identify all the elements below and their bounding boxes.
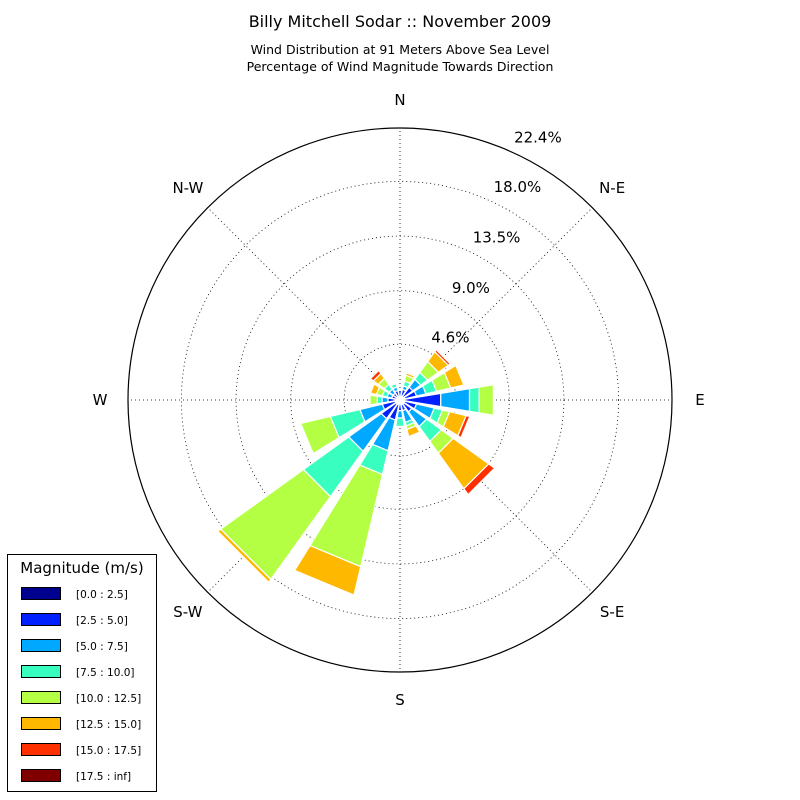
bar-dir-135-bin-6	[463, 463, 496, 496]
bar-dir-270-bin-2	[381, 396, 389, 404]
legend-label-6: [15.0 : 17.5]	[76, 745, 142, 757]
legend-label-1: [2.5 : 5.0]	[76, 615, 128, 627]
grid-spoke-3	[399, 399, 593, 593]
chart-title: Billy Mitchell Sodar :: November 2009	[248, 12, 552, 31]
radial-tick-label-0: 4.6%	[431, 328, 469, 346]
legend-swatch-7	[21, 769, 61, 782]
bar-dir-22.5-bin-5	[405, 371, 416, 380]
bar-dir-270-bin-3	[376, 395, 383, 405]
legend-label-3: [7.5 : 10.0]	[76, 667, 135, 679]
bar-dir-45-bin-6	[433, 348, 452, 367]
polar-frame	[127, 127, 673, 673]
bar-dir-112.5-bin-6	[457, 414, 471, 439]
grid-spoke-1	[399, 207, 593, 401]
bar-dir-202.5-bin-5	[293, 544, 362, 596]
legend-swatch-0	[21, 587, 61, 600]
outer-circle	[127, 127, 673, 673]
magnitude-legend: Magnitude (m/s) [0.0 : 2.5] [2.5 : 5.0] [5…	[7, 554, 157, 792]
legend-swatch-1	[21, 613, 61, 626]
radial-tick-label-4: 22.4%	[514, 129, 562, 147]
bar-dir-67.5-bin-5	[443, 364, 465, 389]
radial-tick-label-3: 18.0%	[494, 178, 542, 196]
chart-subtitle-line-1: Wind Distribution at 91 Meters Above Sea…	[250, 42, 550, 57]
bar-dir-180-bin-3	[395, 417, 405, 427]
chart-subtitle-line-2: Percentage of Wind Magnitude Towards Dir…	[246, 59, 554, 74]
legend-swatch-3	[21, 665, 61, 678]
bar-dir-315-bin-6	[369, 369, 382, 382]
bar-dir-157.5-bin-5	[406, 425, 421, 438]
direction-label-2: E	[695, 391, 704, 409]
direction-label-3: S-E	[600, 603, 624, 621]
bar-dir-90-bin-3	[468, 386, 480, 414]
direction-label-4: S	[395, 691, 405, 709]
radial-tick-label-2: 13.5%	[473, 229, 521, 247]
direction-label-7: N-W	[172, 179, 203, 197]
legend-label-0: [0.0 : 2.5]	[76, 589, 128, 601]
direction-label-5: S-W	[173, 603, 202, 621]
direction-label-0: N	[394, 91, 405, 109]
legend-swatch-5	[21, 717, 61, 730]
legend-label-7: [17.5 : inf]	[76, 771, 132, 783]
legend-label-2: [5.0 : 7.5]	[76, 641, 128, 653]
direction-label-6: W	[93, 391, 108, 409]
legend-swatch-4	[21, 691, 61, 704]
bar-dir-270-bin-4	[369, 394, 378, 406]
legend-swatch-6	[21, 743, 61, 756]
grid-circle-3	[181, 181, 619, 619]
bar-dir-247.5-bin-4	[299, 415, 340, 455]
bar-dir-90-bin-5	[492, 383, 496, 417]
bar-dir-225-bin-5	[216, 528, 272, 584]
bar-dir-180-bin-2	[396, 410, 404, 419]
bar-dir-90-bin-4	[478, 384, 495, 416]
polar-labels: N N-E E S-E S S-W W N-W 4.6% 9.0% 13.5% 18.0% 22.4%	[93, 91, 705, 709]
radial-tick-label-1: 9.0%	[452, 279, 490, 297]
legend-label-4: [10.0 : 12.5]	[76, 693, 142, 705]
legend-swatch-2	[21, 639, 61, 652]
wind-rose-bars	[216, 348, 496, 596]
direction-label-1: N-E	[599, 179, 625, 197]
grid-circle-2	[235, 235, 565, 565]
bar-dir-90-bin-2	[440, 388, 471, 412]
grid-circle-1	[290, 290, 510, 510]
bar-dir-292.5-bin-5	[369, 383, 381, 396]
bar-dir-337.5-bin-3	[390, 382, 398, 390]
grid-spoke-7	[207, 207, 401, 401]
legend-title: Magnitude (m/s)	[20, 559, 144, 577]
legend-label-5: [12.5 : 15.0]	[76, 719, 142, 731]
